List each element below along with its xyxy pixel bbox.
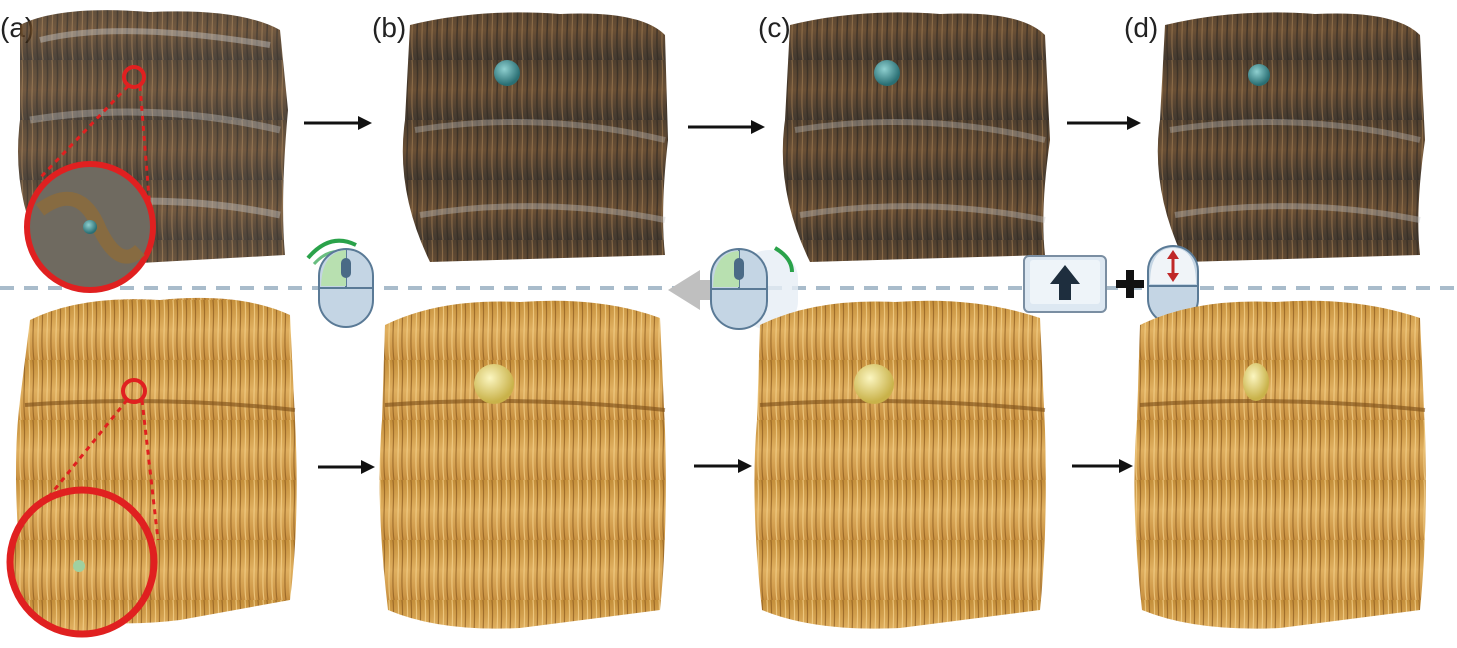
- seed-sphere: [83, 220, 97, 234]
- plus-icon: [1116, 270, 1144, 298]
- seed-sphere: [1248, 64, 1270, 86]
- zoom-connector-line: [140, 399, 160, 541]
- seed-sphere: [1243, 363, 1269, 401]
- top-render-c: [782, 12, 1050, 262]
- arrow-right-icon: [318, 460, 375, 474]
- seed-sphere: [73, 560, 85, 572]
- zoom-connector-line: [38, 84, 130, 180]
- bottom-render-c: [754, 300, 1046, 629]
- top-render-b: [402, 12, 668, 262]
- bottom-render-a: [6, 297, 297, 638]
- arrow-right-icon: [688, 120, 765, 134]
- mouse-scroll-wheel-icon: [710, 246, 798, 330]
- arrow-right-icon: [1067, 116, 1141, 130]
- panel-label-c: (c): [758, 12, 791, 43]
- panel-label-d: (d): [1124, 12, 1159, 43]
- zoom-connector-line: [138, 85, 152, 211]
- mouse-vertical-drag-icon: [1147, 245, 1199, 325]
- top-render-a: [18, 10, 288, 293]
- arrow-right-icon: [304, 116, 372, 130]
- seed-highlight-circle: [121, 378, 147, 404]
- seed-sphere: [874, 60, 900, 86]
- panel-label-b: (b): [372, 12, 407, 43]
- arrow-right-icon: [1072, 459, 1133, 473]
- seed-sphere: [474, 364, 514, 404]
- bottom-render-d: [1134, 300, 1426, 629]
- shift-arrow-up-key-icon: [1023, 255, 1107, 313]
- mouse-scroll-wheel-icon: [306, 238, 374, 328]
- bottom-render-b: [379, 300, 666, 629]
- seed-sphere: [854, 364, 894, 404]
- top-render-d: [1157, 12, 1425, 262]
- arrow-right-icon: [694, 459, 752, 473]
- seed-highlight-circle: [122, 65, 146, 89]
- seed-sphere: [494, 60, 520, 86]
